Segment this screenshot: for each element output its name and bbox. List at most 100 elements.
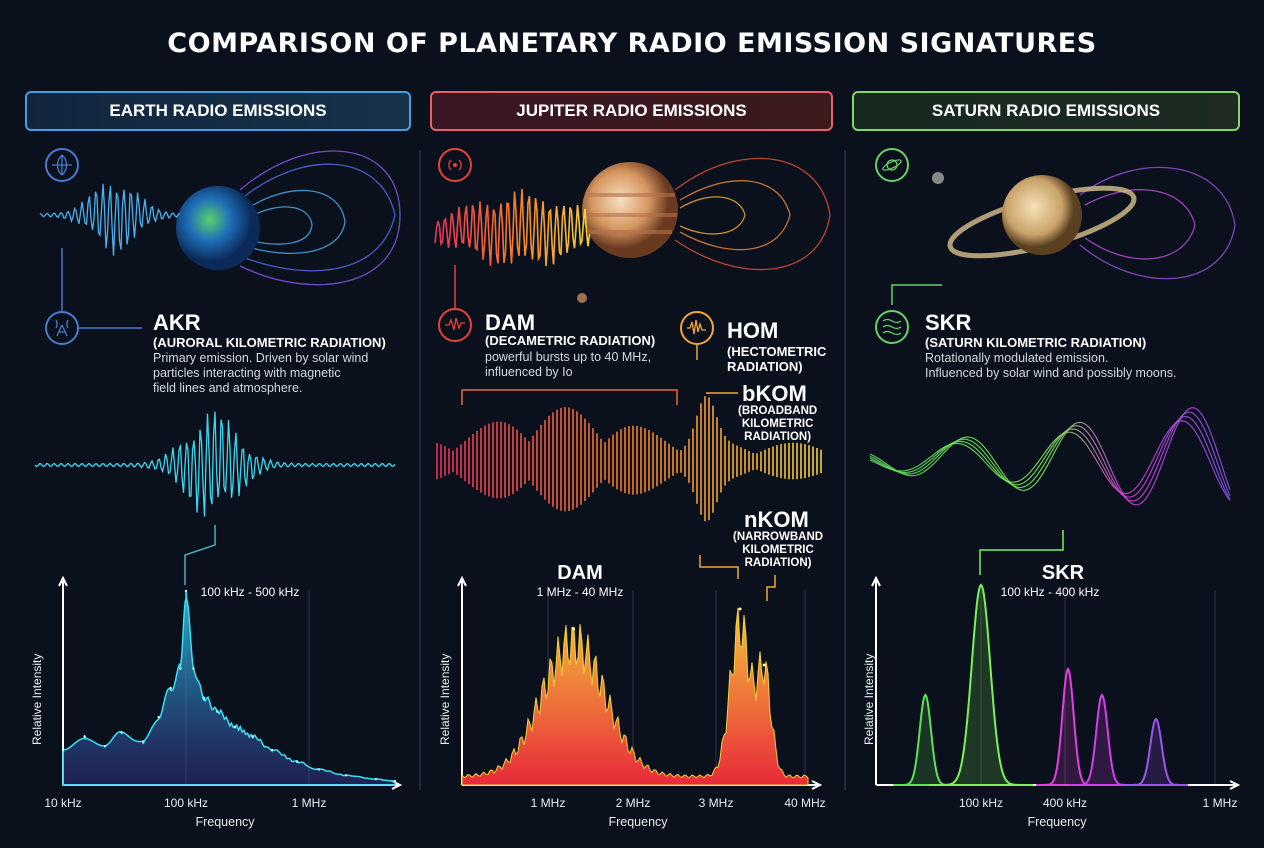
jupiter-peak-name: DAM [557, 562, 603, 584]
akr-description: Primary emission. Driven by solar wind p… [153, 351, 368, 396]
earth-peak-label: 100 kHz - 500 kHz [200, 585, 300, 599]
saturn-spectrum-peak [1036, 666, 1100, 786]
earth-spectrum-point [295, 760, 299, 763]
earth-spectrum-point [142, 741, 145, 744]
saturn-spectrum-peak [929, 583, 1033, 786]
jupiter-y-axis-label: Relative Intensity [438, 653, 452, 745]
earth-spectrum-point [169, 686, 172, 690]
radio-waves-icon [438, 148, 472, 182]
jupiter-signal-waveform [434, 188, 591, 267]
skr-name: SKR [925, 310, 972, 335]
hom-full-name: (HECTOMETRIC RADIATION) [727, 344, 826, 374]
jupiter-x-tick: 3 MHz [698, 796, 734, 810]
saturn-peak-name: SKR [1041, 562, 1085, 584]
globe-icon-lines [52, 154, 72, 176]
earth-spectrum-point [202, 696, 206, 699]
saturn-x-axis-label: Frequency [1027, 815, 1087, 829]
bkom-full-name: (BROADBAND KILOMETRIC RADIATION) [738, 405, 817, 444]
jupiter-x-tick: 1 MHz [530, 796, 566, 810]
saturn-x-tick: 400 kHz [1042, 796, 1088, 810]
jupiter-magnetosphere [674, 157, 831, 271]
sub-line: (HECTOMETRIC [727, 344, 827, 359]
waveform-icon [438, 308, 472, 342]
sub-line: KILOMETRIC [741, 418, 814, 430]
sub-line: (NARROWBAND [733, 531, 824, 543]
saturn-chart-y-axis [871, 575, 881, 785]
skr-waveform [869, 420, 1231, 501]
earth-spectrum-point [103, 745, 107, 748]
earth-spectrum-point [317, 768, 320, 771]
earth-x-tick: 1 MHz [291, 796, 327, 810]
earth-spectrum-point [184, 589, 188, 593]
page-title: COMPARISON OF PLANETARY RADIO EMISSION S… [167, 28, 1097, 59]
saturn-spectrum-peak [1124, 717, 1188, 786]
earth-x-tick: 100 kHz [163, 796, 209, 810]
jupiter-planet [582, 162, 678, 258]
saturn-peak-range: 100 kHz - 400 kHz [1000, 585, 1100, 599]
skr-waveform [869, 411, 1231, 502]
jupiter-header: JUPITER RADIO EMISSIONS [430, 91, 833, 131]
earth-spectrum-point [344, 774, 348, 777]
sub-line: RADIATION) [727, 359, 803, 374]
dam-description: powerful bursts up to 40 MHz, influenced… [485, 350, 651, 380]
earth-x-axis-label: Frequency [195, 815, 255, 829]
hom-name: HOM [727, 318, 779, 343]
jupiter-emission-waveform [436, 396, 822, 522]
saturn-y-axis-label: Relative Intensity [862, 653, 876, 745]
earth-spectrum-point [120, 731, 123, 734]
globe-icon [45, 148, 79, 182]
nkom-full-name: (NARROWBAND KILOMETRIC RADIATION) [733, 531, 823, 570]
waveform-icon [680, 311, 714, 345]
earth-planet [176, 186, 260, 270]
saturn-x-tick: 100 kHz [958, 796, 1004, 810]
saturn-connector [979, 530, 1064, 575]
akr-full-name: (AURORAL KILOMETRIC RADIATION) [153, 335, 386, 350]
desc-line: Primary emission. Driven by solar wind [153, 351, 369, 365]
earth-spectrum-point [216, 710, 219, 713]
desc-line: Influenced by solar wind and possibly mo… [925, 366, 1177, 380]
bkom-name: bKOM [742, 381, 807, 406]
earth-spectrum-point [374, 777, 378, 781]
saturn-planet [1002, 175, 1082, 255]
radio-tower-icon [45, 311, 79, 345]
desc-line: particles interacting with magnetic [153, 366, 341, 380]
sub-line: RADIATION) [744, 431, 812, 443]
sub-line: KILOMETRIC [742, 544, 814, 556]
earth-spectrum-point [179, 667, 182, 670]
jupiter-x-axis-label: Frequency [608, 815, 668, 829]
dam-bracket [461, 389, 678, 405]
desc-line: influenced by Io [485, 365, 573, 379]
earth-y-axis-label: Relative Intensity [30, 653, 44, 745]
skr-full-name: (SATURN KILOMETRIC RADIATION) [925, 335, 1147, 350]
earth-spectrum-point [233, 725, 237, 728]
jupiter-chart-y-axis [457, 575, 467, 785]
saturn-x-tick: 1 MHz [1202, 796, 1238, 810]
nkom-name: nKOM [744, 507, 809, 532]
earth-spectrum-point [270, 748, 274, 752]
dam-name: DAM [485, 310, 536, 335]
skr-description: Rotationally modulated emission. Influen… [925, 351, 1177, 381]
earth-spectrum-point [61, 748, 65, 752]
earth-spectrum-point [83, 735, 86, 738]
earth-magnetosphere [239, 150, 401, 286]
earth-connector [184, 525, 216, 585]
skr-waveform [869, 415, 1231, 500]
jupiter-x-tick: 40 MHz [784, 796, 826, 810]
earth-spectrum-point [251, 735, 255, 738]
jupiter-x-tick: 2 MHz [615, 796, 651, 810]
desc-line: powerful bursts up to 40 MHz, [485, 350, 652, 364]
earth-x-tick: 10 kHz [44, 796, 82, 810]
earth-signal-waveform [39, 183, 180, 256]
earth-spectrum-point [192, 667, 195, 670]
jupiter-spectrum-series [461, 607, 809, 786]
saturn-icon [875, 148, 909, 182]
decorative-layer [45, 148, 1236, 790]
dam-full-name: (DECAMETRIC RADIATION) [485, 333, 656, 348]
earth-header: EARTH RADIO EMISSIONS [25, 91, 411, 131]
earth-spectrum-point [157, 715, 160, 719]
earth-spectrum-point [393, 779, 397, 783]
sub-line: RADIATION) [744, 557, 812, 569]
earth-spectrum-series [62, 590, 396, 786]
skr-waveform [869, 407, 1231, 506]
